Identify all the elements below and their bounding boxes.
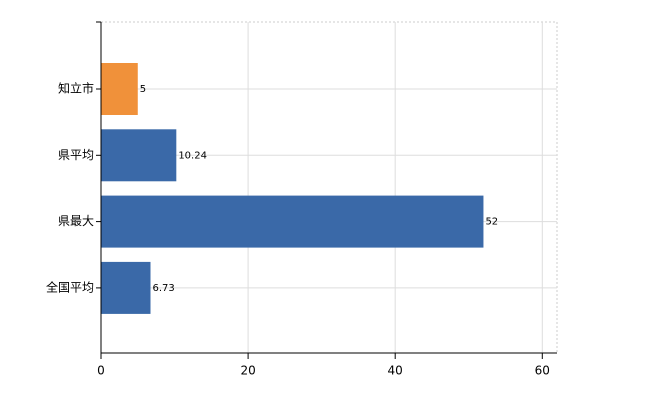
x-tick-label: 40 — [388, 364, 403, 378]
y-tick-label: 県最大 — [58, 214, 94, 228]
value-label: 5 — [140, 84, 146, 95]
x-tick-label: 20 — [240, 364, 255, 378]
y-tick-label: 知立市 — [58, 81, 94, 96]
y-tick-label: 全国平均 — [46, 279, 94, 294]
bar — [101, 195, 484, 248]
y-tick-label: 県平均 — [58, 148, 94, 162]
value-label: 6.73 — [152, 283, 174, 294]
bar — [101, 261, 151, 314]
bar — [101, 63, 138, 115]
x-tick-label: 0 — [97, 364, 105, 378]
bar — [101, 129, 177, 182]
value-label: 52 — [485, 217, 498, 228]
x-tick-label: 60 — [535, 364, 550, 378]
value-label: 10.24 — [178, 150, 207, 161]
